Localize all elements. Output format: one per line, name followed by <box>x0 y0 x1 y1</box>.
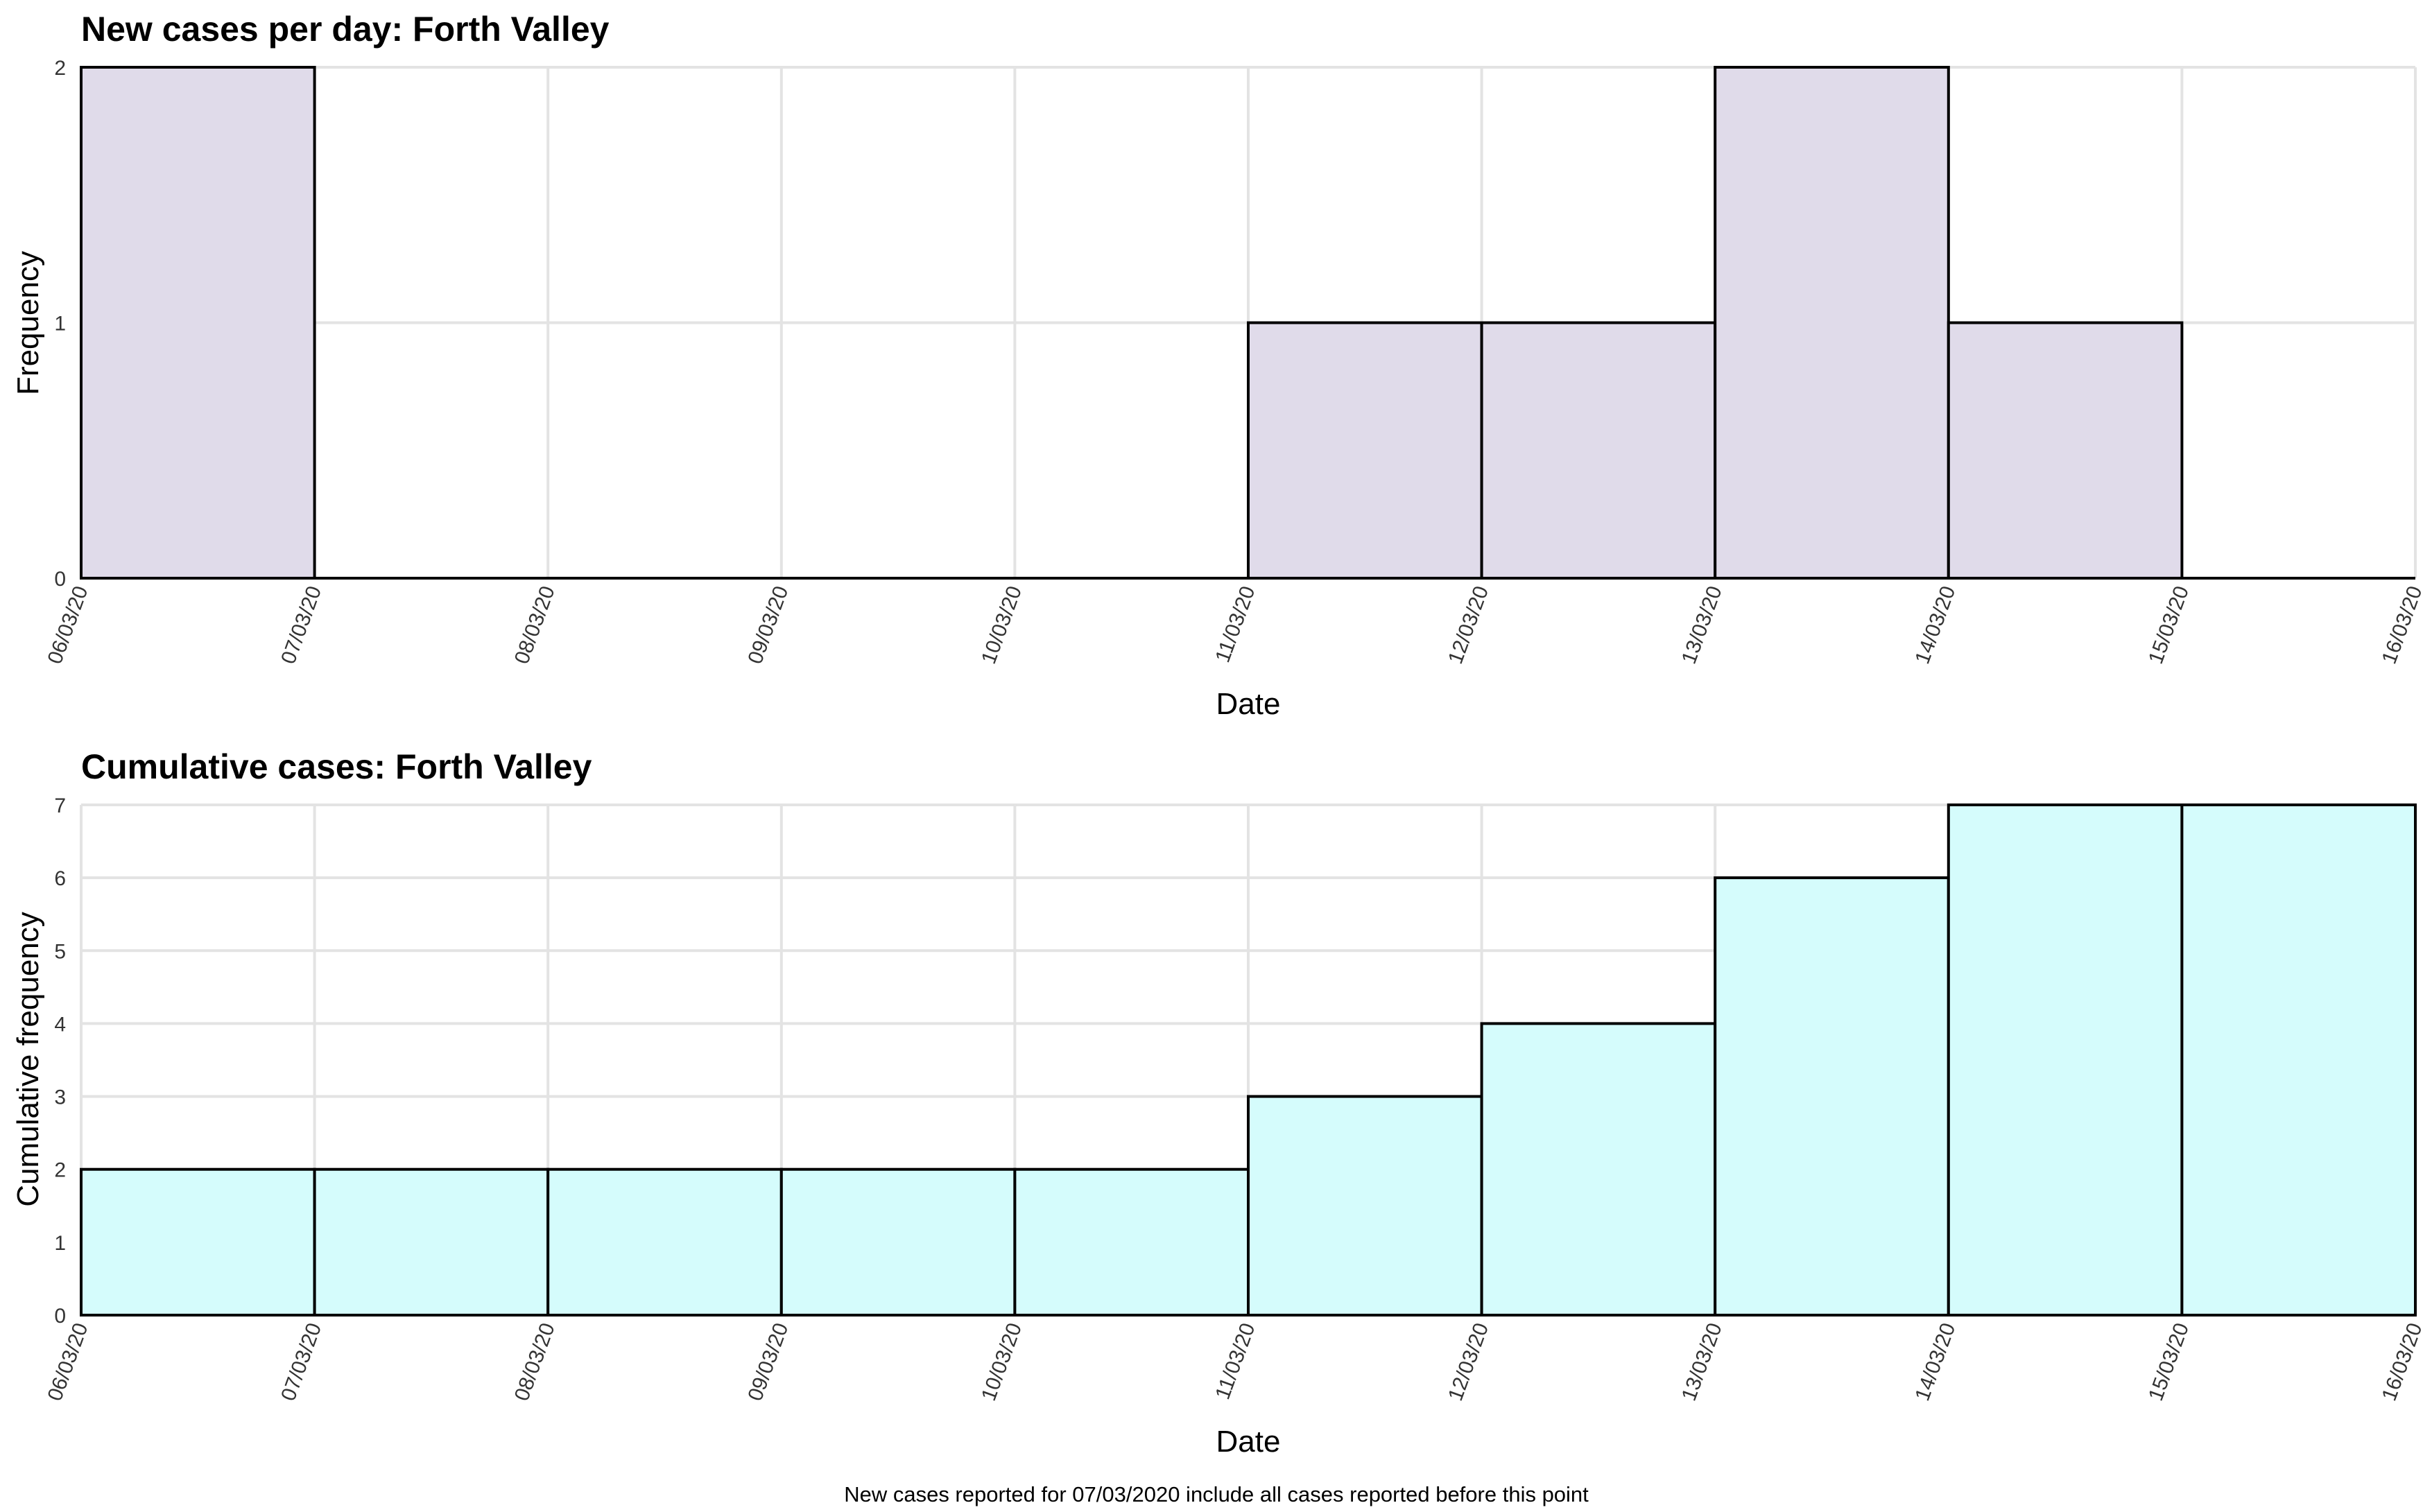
y-tick-label: 5 <box>54 940 66 963</box>
bar <box>1714 66 1950 580</box>
bar <box>1947 803 2184 1317</box>
x-tick-label: 15/03/20 <box>2144 583 2193 667</box>
x-tick-label: 11/03/20 <box>1211 583 1259 666</box>
x-tick-label: 09/03/20 <box>743 583 793 667</box>
bar <box>1480 1022 1717 1317</box>
x-tick-label: 08/03/20 <box>510 1320 560 1404</box>
x-tick-label: 15/03/20 <box>2144 1320 2193 1404</box>
x-tick-label: 08/03/20 <box>510 583 560 667</box>
bar <box>2180 803 2417 1317</box>
y-tick-label: 0 <box>54 1305 66 1328</box>
y-tick-label: 7 <box>54 794 66 817</box>
bar <box>1247 1095 1483 1317</box>
x-tick-label: 11/03/20 <box>1211 1320 1259 1402</box>
x-tick-label: 09/03/20 <box>743 1320 793 1404</box>
bar <box>80 1167 316 1317</box>
y-tick-label: 1 <box>54 313 66 336</box>
y-tick-label: 2 <box>54 1159 66 1182</box>
bar <box>546 1167 783 1317</box>
x-tick-label: 13/03/20 <box>1678 583 1727 667</box>
x-tick-label: 12/03/20 <box>1444 583 1493 667</box>
y-tick-label: 1 <box>54 1232 66 1255</box>
x-axis-label: Date <box>1216 1425 1281 1459</box>
x-tick-label: 14/03/20 <box>1911 583 1960 667</box>
x-tick-label: 12/03/20 <box>1444 1320 1493 1404</box>
bar <box>1947 321 2184 580</box>
chart-caption: New cases reported for 07/03/2020 includ… <box>844 1482 1589 1506</box>
y-tick-label: 3 <box>54 1086 66 1109</box>
x-axis-label: Date <box>1216 687 1281 721</box>
bar <box>1480 321 1717 580</box>
x-tick-label: 13/03/20 <box>1678 1320 1727 1404</box>
chart-panel-new-cases: New cases per day: Forth Valley Frequenc… <box>11 10 2427 721</box>
x-tick-label: 16/03/20 <box>2378 583 2427 667</box>
x-tick-label: 06/03/20 <box>44 583 93 667</box>
chart-title: Cumulative cases: Forth Valley <box>81 747 592 786</box>
x-tick-label: 06/03/20 <box>44 1320 93 1404</box>
bar <box>313 1167 550 1317</box>
x-tick-label: 10/03/20 <box>977 1320 1026 1404</box>
y-tick-label: 2 <box>54 57 66 80</box>
chart-title: New cases per day: Forth Valley <box>81 10 610 49</box>
bar <box>779 1167 1017 1317</box>
x-tick-label: 16/03/20 <box>2378 1320 2427 1404</box>
y-tick-label: 4 <box>54 1013 66 1036</box>
y-axis-label: Frequency <box>11 251 45 395</box>
bar <box>1714 876 1950 1317</box>
x-tick-label: 14/03/20 <box>1911 1320 1960 1404</box>
x-tick-label: 10/03/20 <box>977 583 1026 667</box>
y-tick-label: 0 <box>54 568 66 591</box>
bar <box>80 66 316 580</box>
bar <box>1247 321 1483 580</box>
chart-panel-cumulative: Cumulative cases: Forth Valley Cumulativ… <box>11 747 2427 1459</box>
bar <box>1013 1167 1250 1317</box>
x-tick-label: 07/03/20 <box>277 1320 326 1404</box>
y-tick-label: 6 <box>54 867 66 890</box>
x-tick-label: 07/03/20 <box>277 583 326 667</box>
y-axis-label: Cumulative frequency <box>11 912 45 1207</box>
